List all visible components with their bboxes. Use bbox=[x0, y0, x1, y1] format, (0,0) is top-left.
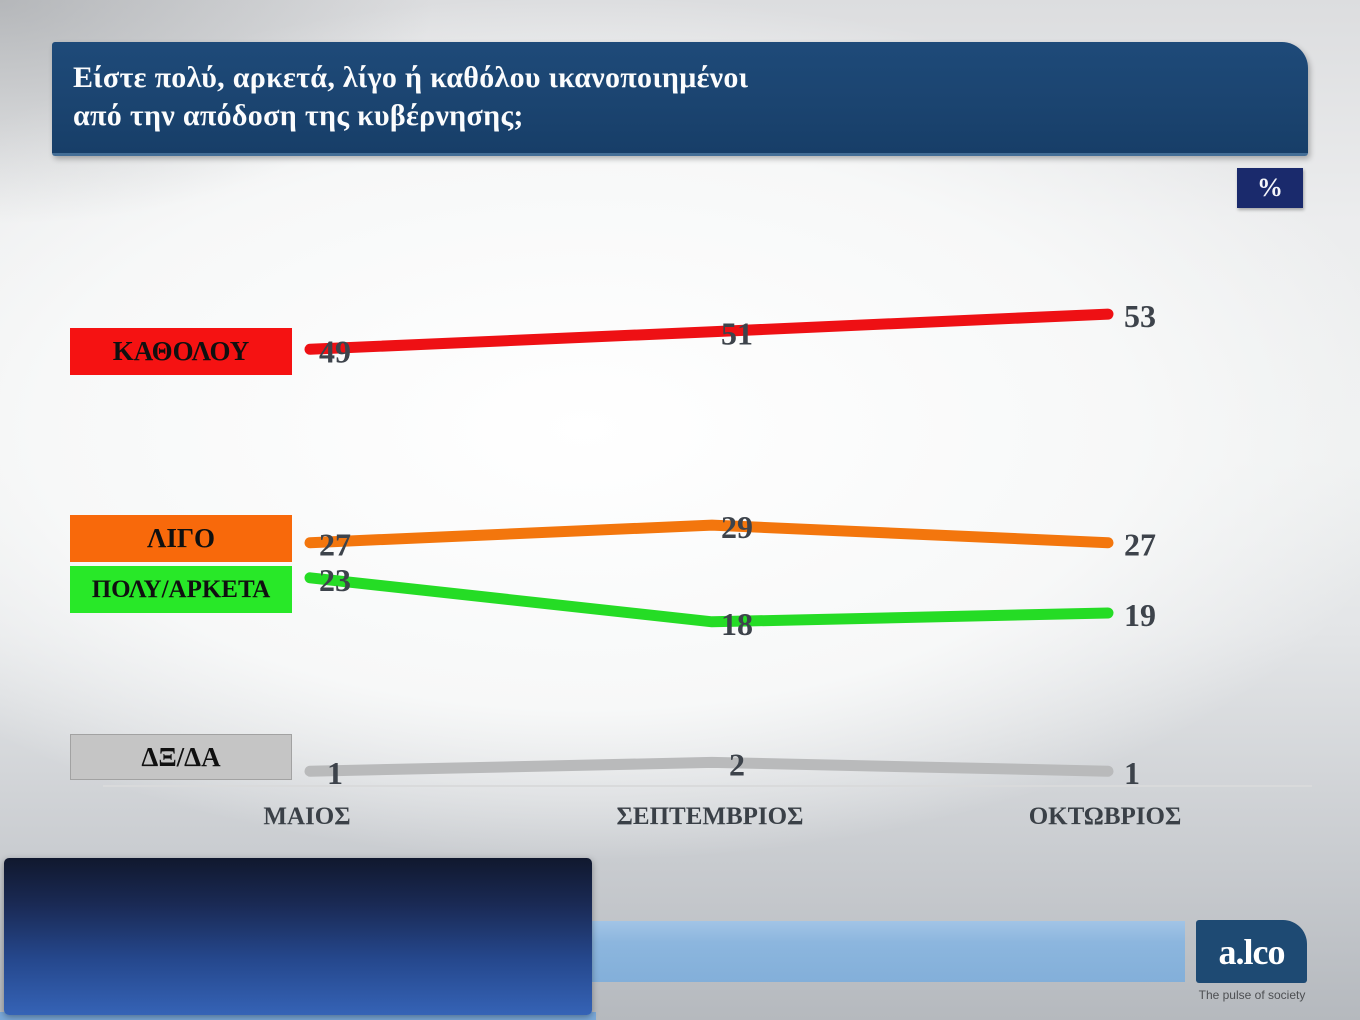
value-label-series3-point2: 1 bbox=[1124, 755, 1140, 791]
question-line-1: Είστε πολύ, αρκετά, λίγο ή καθόλου ικανο… bbox=[73, 61, 749, 94]
value-label-series2-point2: 19 bbox=[1124, 597, 1156, 633]
legend-box-0: ΚΑΘΟΛΟΥ bbox=[70, 328, 292, 375]
value-label-series2-point1: 18 bbox=[721, 606, 753, 642]
value-label-series0-point1: 51 bbox=[721, 316, 753, 352]
value-label-series1-point2: 27 bbox=[1124, 527, 1156, 563]
footer-bottom-strip bbox=[0, 1012, 596, 1020]
series-line-3 bbox=[304, 756, 1114, 777]
x-axis-label-0: ΜΑΙΟΣ bbox=[263, 803, 350, 830]
alco-wordmark: a.lco bbox=[1218, 931, 1286, 972]
percent-unit-badge: % bbox=[1237, 168, 1303, 208]
value-label-series3-point0: 1 bbox=[327, 755, 343, 791]
question-title-box: Είστε πολύ, αρκετά, λίγο ή καθόλου ικανο… bbox=[52, 42, 1308, 156]
value-label-series0-point0: 49 bbox=[319, 333, 351, 369]
larissatime-logo: L ARISSA 1 time www.larissatime.gr ΗΜΕΡΗ… bbox=[4, 858, 592, 1015]
value-label-series0-point2: 53 bbox=[1124, 298, 1156, 334]
x-axis-label-1: ΣΕΠΤΕΜΒΡΙΟΣ bbox=[617, 803, 804, 830]
x-axis-label-2: ΟΚΤΩΒΡΙΟΣ bbox=[1029, 803, 1182, 830]
legend-box-3: ΔΞ/ΔΑ bbox=[70, 734, 292, 780]
value-label-series1-point0: 27 bbox=[319, 527, 351, 563]
alco-tagline: The pulse of society bbox=[1198, 988, 1306, 1002]
value-label-series3-point1: 2 bbox=[729, 746, 745, 782]
series-line-2 bbox=[304, 572, 1114, 628]
series-line-0 bbox=[304, 308, 1114, 355]
legend-box-2: ΠΟΛΥ/ΑΡΚΕΤΑ bbox=[70, 566, 292, 613]
legend-box-1: ΛΙΓΟ bbox=[70, 515, 292, 562]
alco-logo: a.lco bbox=[1196, 920, 1307, 983]
question-line-2: από την απόδοση της κυβέρνησης; bbox=[73, 99, 524, 132]
value-label-series1-point1: 29 bbox=[721, 509, 753, 545]
value-label-series2-point0: 23 bbox=[319, 562, 351, 598]
series-line-1 bbox=[304, 519, 1114, 549]
